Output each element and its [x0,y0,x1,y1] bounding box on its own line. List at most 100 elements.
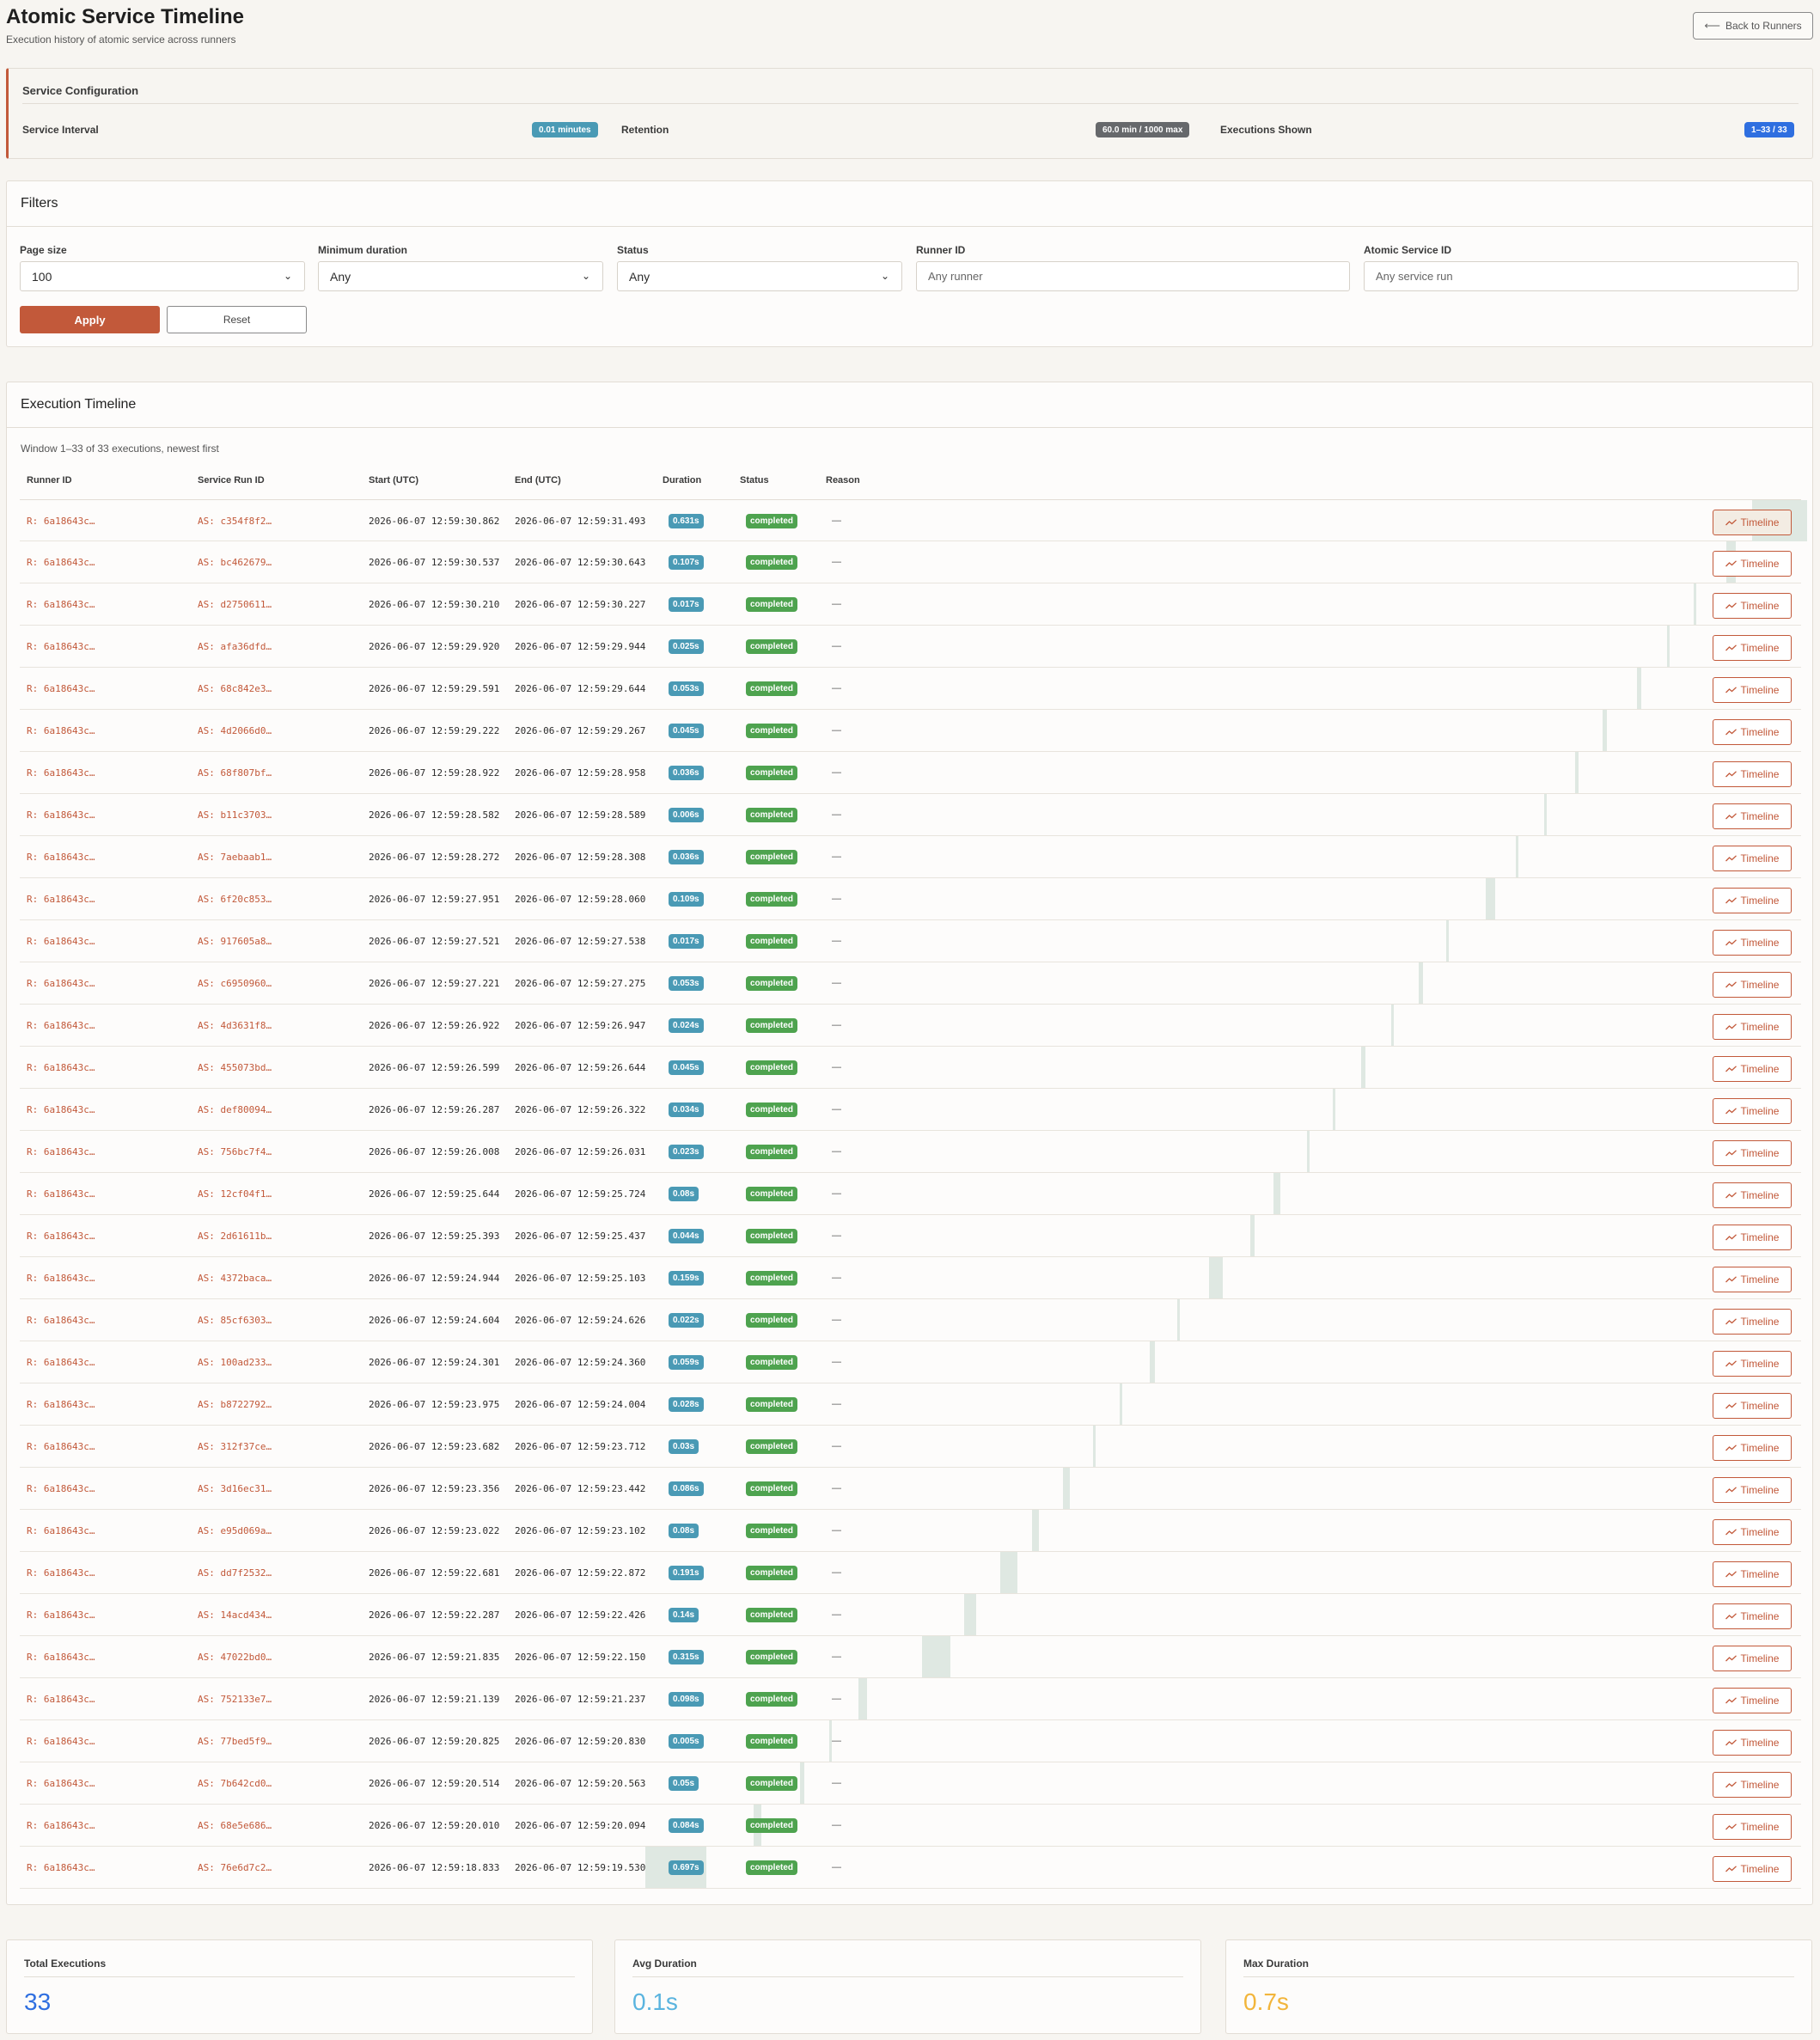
runner-id-cell[interactable]: R: 6a18643c… [27,1861,95,1873]
runner-id-cell[interactable]: R: 6a18643c… [27,977,95,989]
runner-id-cell[interactable]: R: 6a18643c… [27,1019,95,1031]
service-run-id-cell[interactable]: AS: 100ad233… [198,1356,272,1368]
back-to-runners-button[interactable]: ⟵ Back to Runners [1693,12,1813,40]
service-run-id-cell[interactable]: AS: d2750611… [198,598,272,610]
runner-id-cell[interactable]: R: 6a18643c… [27,1188,95,1200]
runner-id-cell[interactable]: R: 6a18643c… [27,1735,95,1747]
service-run-id-cell[interactable]: AS: 917605a8… [198,935,272,947]
runner-id-cell[interactable]: R: 6a18643c… [27,1609,95,1621]
service-run-id-cell[interactable]: AS: 3d16ec31… [198,1482,272,1494]
runner-id-cell[interactable]: R: 6a18643c… [27,1314,95,1326]
timeline-button[interactable]: Timeline [1713,930,1792,956]
service-run-id-cell[interactable]: AS: 68f807bf… [198,767,272,779]
timeline-button[interactable]: Timeline [1713,1056,1792,1082]
timeline-button[interactable]: Timeline [1713,1814,1792,1840]
service-run-id-cell[interactable]: AS: 47022bd0… [198,1651,272,1663]
service-run-id-cell[interactable]: AS: 68e5e686… [198,1819,272,1831]
service-run-id-cell[interactable]: AS: 77bed5f9… [198,1735,272,1747]
runner-id-cell[interactable]: R: 6a18643c… [27,1230,95,1242]
timeline-button[interactable]: Timeline [1713,1688,1792,1713]
timeline-button[interactable]: Timeline [1713,1098,1792,1124]
service-run-id-cell[interactable]: AS: 76e6d7c2… [198,1861,272,1873]
timeline-button[interactable]: Timeline [1713,1772,1792,1798]
timeline-button[interactable]: Timeline [1713,1267,1792,1292]
service-run-id-cell[interactable]: AS: 4d3631f8… [198,1019,272,1031]
service-run-id-cell[interactable]: AS: 756bc7f4… [198,1145,272,1157]
timeline-button[interactable]: Timeline [1713,1561,1792,1587]
service-run-id-cell[interactable]: AS: def80094… [198,1103,272,1115]
service-run-id-cell[interactable]: AS: 4d2066d0… [198,724,272,736]
timeline-button[interactable]: Timeline [1713,1225,1792,1250]
runner-id-cell[interactable]: R: 6a18643c… [27,851,95,863]
timeline-button[interactable]: Timeline [1713,719,1792,745]
timeline-button[interactable]: Timeline [1713,1646,1792,1671]
service-run-id-cell[interactable]: AS: 85cf6303… [198,1314,272,1326]
service-run-id-cell[interactable]: AS: b8722792… [198,1398,272,1410]
runner-id-cell[interactable]: R: 6a18643c… [27,935,95,947]
runner-id-cell[interactable]: R: 6a18643c… [27,1272,95,1284]
runner-id-cell[interactable]: R: 6a18643c… [27,1440,95,1452]
timeline-button[interactable]: Timeline [1713,846,1792,871]
timeline-button[interactable]: Timeline [1713,888,1792,913]
runner-id-cell[interactable]: R: 6a18643c… [27,893,95,905]
service-run-id-cell[interactable]: AS: bc462679… [198,556,272,568]
timeline-button[interactable]: Timeline [1713,1182,1792,1208]
runner-id-cell[interactable]: R: 6a18643c… [27,515,95,527]
timeline-button[interactable]: Timeline [1713,1519,1792,1545]
service-run-id-cell[interactable]: AS: 68c842e3… [198,682,272,694]
timeline-button[interactable]: Timeline [1713,1435,1792,1461]
service-run-id-cell[interactable]: AS: 4372baca… [198,1272,272,1284]
apply-button[interactable]: Apply [20,306,160,333]
runner-id-cell[interactable]: R: 6a18643c… [27,1777,95,1789]
service-run-id-cell[interactable]: AS: 14acd434… [198,1609,272,1621]
timeline-button[interactable]: Timeline [1713,1393,1792,1419]
runner-id-cell[interactable]: R: 6a18643c… [27,1356,95,1368]
runner-id-cell[interactable]: R: 6a18643c… [27,767,95,779]
runner-id-cell[interactable]: R: 6a18643c… [27,1567,95,1579]
runner-id-cell[interactable]: R: 6a18643c… [27,556,95,568]
timeline-button[interactable]: Timeline [1713,1477,1792,1503]
service-run-id-cell[interactable]: AS: 455073bd… [198,1061,272,1073]
service-run-id-cell[interactable]: AS: 12cf04f1… [198,1188,272,1200]
runner-id-input[interactable]: Any runner [916,261,1350,291]
runner-id-cell[interactable]: R: 6a18643c… [27,1103,95,1115]
timeline-button[interactable]: Timeline [1713,1603,1792,1629]
timeline-button[interactable]: Timeline [1713,803,1792,829]
service-run-id-cell[interactable]: AS: e95d069a… [198,1524,272,1536]
timeline-button[interactable]: Timeline [1713,677,1792,703]
runner-id-cell[interactable]: R: 6a18643c… [27,1482,95,1494]
timeline-button[interactable]: Timeline [1713,551,1792,577]
timeline-button[interactable]: Timeline [1713,593,1792,619]
minimum-duration-select[interactable]: Any ⌄ [318,261,603,291]
runner-id-cell[interactable]: R: 6a18643c… [27,724,95,736]
service-run-id-cell[interactable]: AS: 7aebaab1… [198,851,272,863]
timeline-button[interactable]: Timeline [1713,1014,1792,1040]
service-run-id-cell[interactable]: AS: afa36dfd… [198,640,272,652]
service-run-id-cell[interactable]: AS: 312f37ce… [198,1440,272,1452]
timeline-button[interactable]: Timeline [1713,1140,1792,1166]
service-run-id-cell[interactable]: AS: 752133e7… [198,1693,272,1705]
service-run-id-cell[interactable]: AS: b11c3703… [198,809,272,821]
runner-id-cell[interactable]: R: 6a18643c… [27,1398,95,1410]
runner-id-cell[interactable]: R: 6a18643c… [27,640,95,652]
timeline-button[interactable]: Timeline [1713,1351,1792,1377]
runner-id-cell[interactable]: R: 6a18643c… [27,1061,95,1073]
timeline-button[interactable]: Timeline [1713,1309,1792,1335]
runner-id-cell[interactable]: R: 6a18643c… [27,598,95,610]
service-run-id-cell[interactable]: AS: c354f8f2… [198,515,272,527]
service-run-id-cell[interactable]: AS: dd7f2532… [198,1567,272,1579]
timeline-button[interactable]: Timeline [1713,972,1792,998]
reset-button[interactable]: Reset [167,306,307,333]
service-run-id-cell[interactable]: AS: c6950960… [198,977,272,989]
runner-id-cell[interactable]: R: 6a18643c… [27,1819,95,1831]
service-run-id-cell[interactable]: AS: 7b642cd0… [198,1777,272,1789]
runner-id-cell[interactable]: R: 6a18643c… [27,1651,95,1663]
timeline-button[interactable]: Timeline [1713,510,1792,535]
status-select[interactable]: Any ⌄ [617,261,902,291]
service-run-id-cell[interactable]: AS: 2d61611b… [198,1230,272,1242]
runner-id-cell[interactable]: R: 6a18643c… [27,1524,95,1536]
timeline-button[interactable]: Timeline [1713,761,1792,787]
runner-id-cell[interactable]: R: 6a18643c… [27,809,95,821]
timeline-button[interactable]: Timeline [1713,1730,1792,1756]
service-run-id-cell[interactable]: AS: 6f20c853… [198,893,272,905]
